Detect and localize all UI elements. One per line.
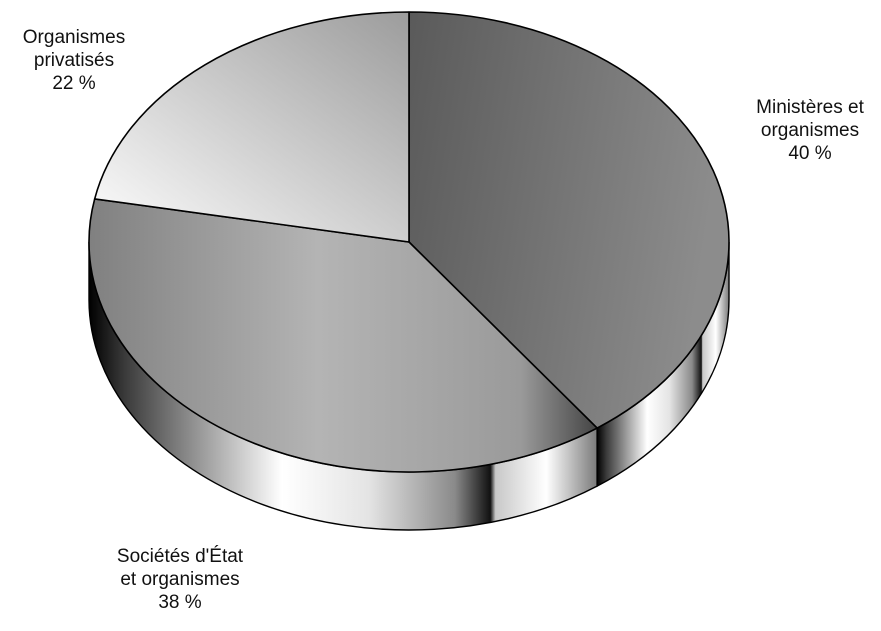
slice-label-value: 22 % [52, 73, 96, 94]
pie-slice-2 [93, 11, 410, 243]
slice-label-line-2: et organismes [120, 569, 240, 590]
pie-slice-1 [88, 198, 598, 473]
slice-label-value: 40 % [788, 143, 832, 164]
slice-label-line-2: organismes [760, 120, 860, 141]
slice-label-societes: Sociétés d'État et organismes 38 % [95, 545, 265, 614]
slice-label-value: 38 % [158, 592, 202, 613]
pie-slice-0 [408, 11, 730, 429]
slice-label-line-2: privatisés [33, 50, 115, 71]
slice-label-ministeres: Ministères et organismes 40 % [725, 96, 881, 165]
slice-label-line-1: Sociétés d'État [116, 546, 244, 567]
slice-label-organismes-privatises: Organismes privatisés 22 % [0, 26, 148, 95]
slice-label-line-1: Ministères et [756, 97, 864, 118]
slice-label-line-1: Organismes [22, 27, 126, 48]
